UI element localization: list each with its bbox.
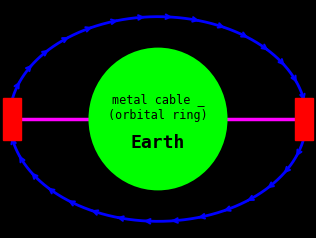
- Text: (orbital ring): (orbital ring): [108, 109, 208, 123]
- Bar: [295, 98, 313, 140]
- Bar: [3, 98, 21, 140]
- Ellipse shape: [88, 48, 228, 190]
- Text: Earth: Earth: [131, 134, 185, 152]
- Text: metal cable _: metal cable _: [112, 94, 204, 106]
